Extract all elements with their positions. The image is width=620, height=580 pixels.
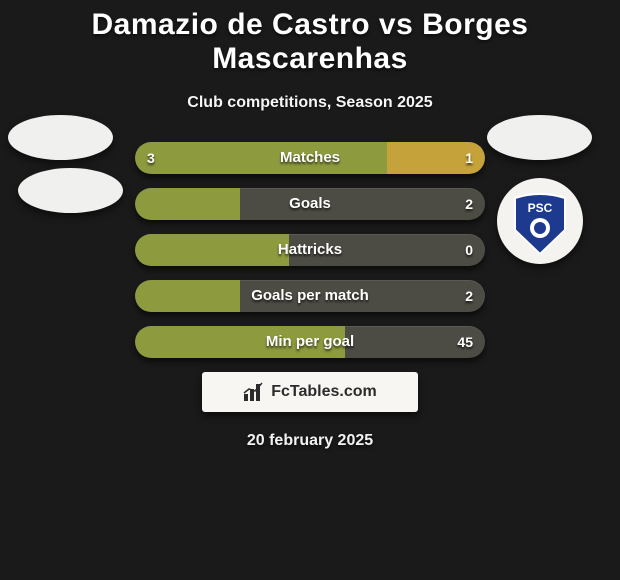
bar-track bbox=[135, 188, 485, 220]
player-left-avatar-1 bbox=[8, 115, 113, 160]
bar-track bbox=[135, 142, 485, 174]
bar-track bbox=[135, 234, 485, 266]
bar-track bbox=[135, 326, 485, 358]
shield-letters: PSC bbox=[528, 201, 553, 215]
comparison-widget: Damazio de Castro vs Borges Mascarenhas … bbox=[0, 0, 620, 450]
bar-left-fill bbox=[135, 326, 345, 358]
stat-value-left: 3 bbox=[147, 142, 155, 174]
bars-icon bbox=[243, 382, 265, 402]
bar-left-fill bbox=[135, 142, 387, 174]
stat-value-right: 2 bbox=[465, 188, 473, 220]
stat-row: Min per goal45 bbox=[135, 326, 485, 358]
bar-track bbox=[135, 280, 485, 312]
club-badge-right: PSC bbox=[497, 178, 583, 264]
bar-left-fill bbox=[135, 280, 240, 312]
stat-value-right: 45 bbox=[457, 326, 473, 358]
bar-left-fill bbox=[135, 188, 240, 220]
bar-left-fill bbox=[135, 234, 289, 266]
date-line: 20 february 2025 bbox=[0, 432, 620, 450]
player-right-avatar-1 bbox=[487, 115, 592, 160]
stat-row: Goals2 bbox=[135, 188, 485, 220]
page-title: Damazio de Castro vs Borges Mascarenhas bbox=[0, 8, 620, 76]
stat-row: Hattricks0 bbox=[135, 234, 485, 266]
stat-value-right: 1 bbox=[465, 142, 473, 174]
stat-value-right: 0 bbox=[465, 234, 473, 266]
shield-icon: PSC bbox=[509, 188, 571, 254]
watermark[interactable]: FcTables.com bbox=[202, 372, 418, 412]
player-left-avatar-2 bbox=[18, 168, 123, 213]
subtitle: Club competitions, Season 2025 bbox=[0, 94, 620, 112]
stat-row: Goals per match2 bbox=[135, 280, 485, 312]
stat-row: Matches31 bbox=[135, 142, 485, 174]
stat-value-right: 2 bbox=[465, 280, 473, 312]
watermark-text: FcTables.com bbox=[271, 383, 377, 401]
